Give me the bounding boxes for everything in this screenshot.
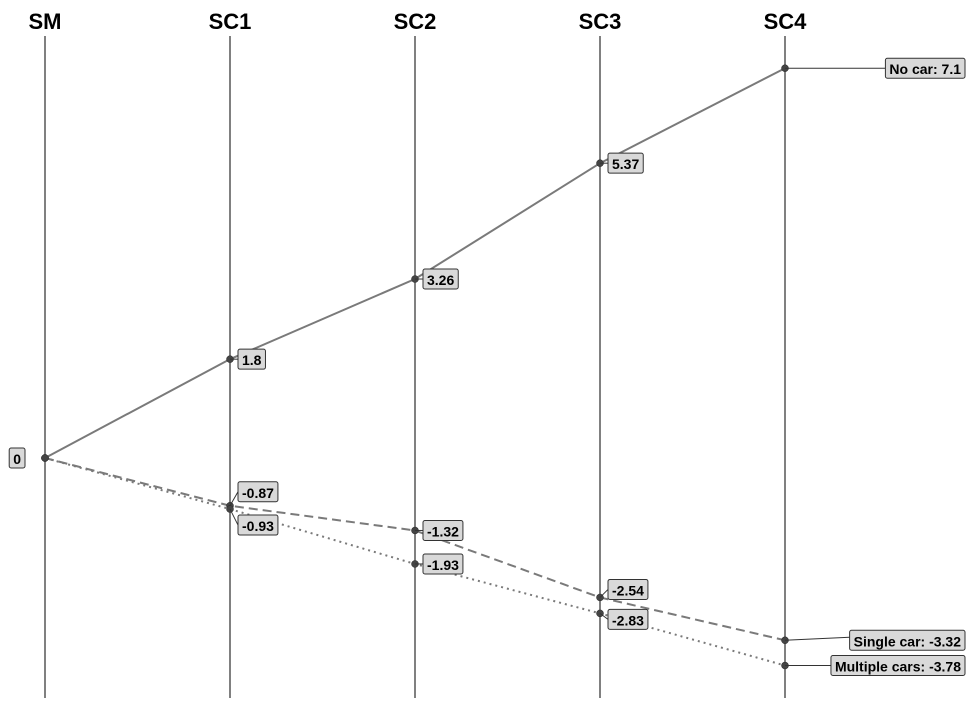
data-point	[41, 454, 49, 462]
value-label: -1.32	[422, 519, 464, 541]
value-label: 3.26	[422, 268, 459, 290]
value-label-text: 5.37	[612, 156, 639, 172]
value-label-box	[237, 514, 279, 536]
value-label-text: -1.32	[427, 523, 459, 539]
label-leader	[599, 589, 609, 598]
end-label-multiple-cars-text: Multiple cars: -3.78	[835, 659, 961, 675]
label-leader	[599, 612, 609, 620]
value-label: -0.93	[237, 514, 279, 536]
value-label-text: -0.87	[242, 485, 274, 501]
label-leader	[229, 508, 239, 526]
end-label-no-car-text: No car: 7.1	[889, 61, 961, 77]
value-label-text: -0.93	[242, 518, 274, 534]
end-label-single-car-text: Single car: -3.32	[854, 633, 962, 649]
value-label: -1.93	[422, 553, 464, 575]
value-label: 5.37	[607, 152, 644, 174]
end-label-leader	[784, 636, 850, 641]
value-label-box	[607, 152, 644, 174]
end-label-no-car: No car: 7.1	[884, 57, 966, 79]
series-line-single-car	[44, 457, 786, 642]
value-label-box	[607, 578, 649, 600]
label-leader	[229, 491, 239, 507]
value-label-box	[237, 481, 279, 503]
end-label-single-car-box	[849, 629, 966, 651]
value-label: -2.83	[607, 608, 649, 630]
axis-title-sc3: SC3	[579, 9, 622, 34]
value-label-box	[607, 608, 649, 630]
value-labels: 0 1.8 3.26 5.37 -0.87 -1.32 -2.54 -0.93 -1.93 -2.…	[8, 57, 966, 677]
axis-title-sc1: SC1	[209, 9, 252, 34]
value-label-box	[422, 519, 464, 541]
value-label: -0.87	[237, 481, 279, 503]
end-label-single-car: Single car: -3.32	[849, 629, 966, 651]
value-label-text: 1.8	[242, 352, 262, 368]
axis-title-sc2: SC2	[394, 9, 437, 34]
value-label-text: -2.83	[612, 612, 644, 628]
category-axes: SM SC1 SC2 SC3 SC4	[29, 9, 808, 698]
origin-label: 0	[8, 447, 26, 469]
value-label: -2.54	[607, 578, 649, 600]
end-label-multiple-cars: Multiple cars: -3.78	[830, 655, 966, 677]
axis-title-sc4: SC4	[764, 9, 808, 34]
axis-title-sm: SM	[29, 9, 62, 34]
origin-label-box	[8, 447, 26, 469]
value-label: 1.8	[237, 348, 266, 370]
value-label-box	[422, 553, 464, 575]
value-label-box	[422, 268, 459, 290]
value-label-box	[237, 348, 266, 370]
origin-label-text: 0	[13, 451, 21, 467]
value-label-text: -2.54	[612, 582, 644, 598]
value-label-text: 3.26	[427, 272, 454, 288]
value-label-text: -1.93	[427, 557, 459, 573]
